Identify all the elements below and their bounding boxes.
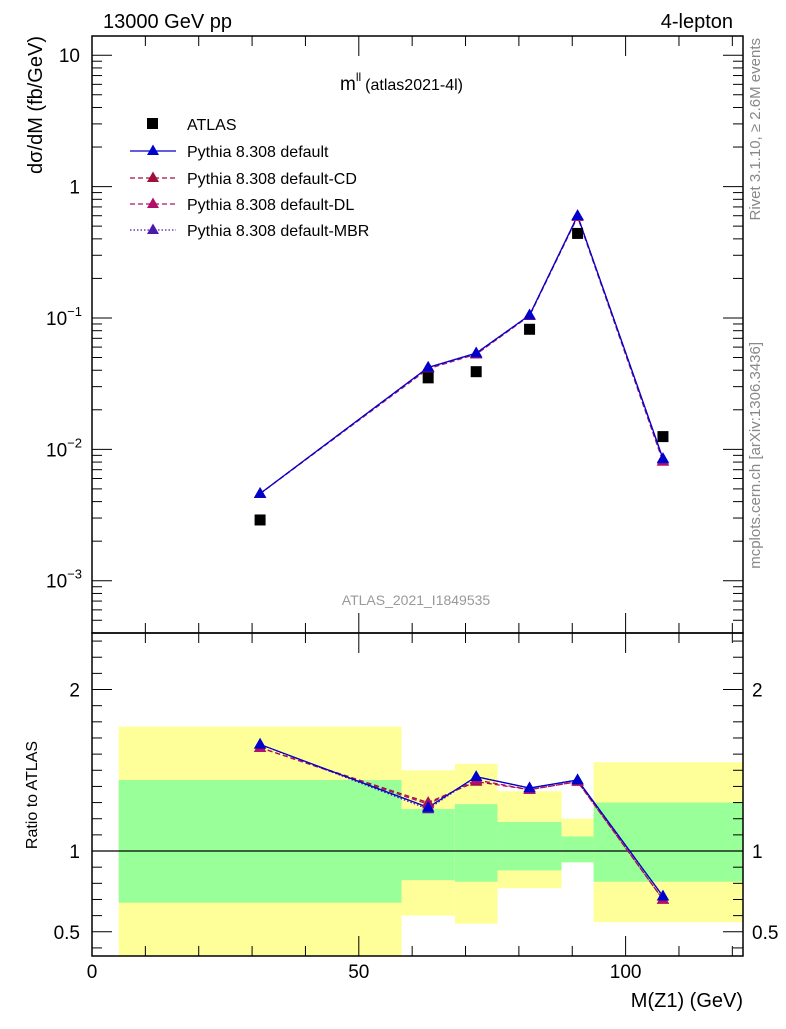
main-y-tick-base: 10 xyxy=(46,572,67,593)
atlas-data-points xyxy=(254,227,669,526)
ratio-series-lines xyxy=(259,743,664,900)
main-y-tick-base: 1 xyxy=(69,178,80,199)
main-series-marker xyxy=(470,346,483,358)
legend-mbr-label: Pythia 8.308 default-MBR xyxy=(187,223,369,240)
rivet-label: Rivet 3.1.10, ≥ 2.6M events xyxy=(747,38,764,221)
main-y-tick-label: 10 xyxy=(59,46,80,67)
main-y-tick-base: 10 xyxy=(59,46,80,67)
x-tick-label: 50 xyxy=(348,962,369,983)
ratio-series-marker xyxy=(523,781,536,793)
main-series-marker xyxy=(421,360,435,372)
ratio-panel: 0.5 0.5 1 1 2 2 Ratio to ATLAS xyxy=(24,632,778,957)
main-series-marker xyxy=(571,209,584,220)
ratio-frame xyxy=(91,632,744,957)
ratio-y-tick-label-left: 0.5 xyxy=(54,923,80,944)
main-series-line xyxy=(259,214,664,495)
ratio-green-band xyxy=(401,809,455,881)
ratio-green-band xyxy=(497,821,562,871)
main-y-tick-base: 10 xyxy=(46,440,67,461)
x-tick-labels: 0 50 100 xyxy=(87,962,642,983)
atlas-data-point xyxy=(657,431,669,443)
atlas-data-point xyxy=(254,514,266,526)
ratio-y-tick-label-right: 1 xyxy=(752,842,763,863)
ratio-series-line xyxy=(259,747,664,900)
atlas-data-point xyxy=(572,227,584,239)
x-tick-label: 100 xyxy=(610,962,642,983)
ratio-y-ticks: 0.5 0.5 1 1 2 2 xyxy=(54,640,778,949)
legend-default-marker xyxy=(147,144,159,155)
legend-atlas-label: ATLAS xyxy=(187,117,237,134)
ratio-green-band xyxy=(454,804,498,882)
plot-title-main: m xyxy=(340,74,356,95)
main-series-lines xyxy=(259,214,664,495)
ratio-series-markers xyxy=(253,737,670,904)
legend-cd-marker xyxy=(147,171,159,182)
legend: ATLAS Pythia 8.308 default Pythia 8.308 … xyxy=(130,117,369,240)
ratio-series-line xyxy=(259,747,664,900)
ratio-series-line xyxy=(259,743,664,897)
ratio-series-marker xyxy=(470,770,483,781)
plot-title-sub: (atlas2021-4l) xyxy=(365,77,463,94)
main-y-tick-exponent: −3 xyxy=(67,567,82,582)
main-series-markers xyxy=(253,209,670,498)
legend-dl-marker xyxy=(147,197,159,208)
x-axis-label: M(Z1) (GeV) xyxy=(631,990,743,1012)
legend-cd-label: Pythia 8.308 default-CD xyxy=(187,171,357,188)
main-y-tick-base: 10 xyxy=(46,309,67,330)
ratio-series-marker xyxy=(253,737,267,749)
ratio-y-tick-label-left: 1 xyxy=(69,842,80,863)
ratio-y-tick-label-right: 2 xyxy=(752,681,763,702)
atlas-data-point xyxy=(470,366,482,378)
mcplots-label: mcplots.cern.ch [arXiv:1306.3436] xyxy=(747,342,764,569)
ratio-series-marker xyxy=(571,773,584,785)
ratio-green-band xyxy=(593,802,743,882)
main-series-marker xyxy=(253,487,267,498)
legend-mbr-marker xyxy=(147,223,159,234)
main-y-tick-exponent: −2 xyxy=(67,435,82,450)
main-series-marker xyxy=(523,308,536,320)
main-y-label: dσ/dM (fb/GeV) xyxy=(25,36,47,174)
main-series-line xyxy=(259,214,664,495)
main-series-line xyxy=(259,214,664,495)
ratio-uncertainty-bands xyxy=(118,726,743,956)
atlas-data-point xyxy=(422,372,434,384)
atlas-data-point xyxy=(524,323,536,335)
main-y-tick-exponent: −1 xyxy=(67,304,82,319)
main-y-tick-label: 10−1 xyxy=(46,304,82,330)
main-y-tick-label: 10−2 xyxy=(46,435,82,461)
main-series-line xyxy=(259,214,664,495)
ratio-series-marker xyxy=(656,889,670,901)
ratio-green-band xyxy=(561,836,594,863)
ratio-y-tick-label-right: 0.5 xyxy=(752,923,778,944)
ratio-green-band xyxy=(118,779,402,903)
plot-title-sup: ll xyxy=(356,70,361,84)
ratio-y-tick-label-left: 2 xyxy=(69,681,80,702)
header-right: 4-lepton xyxy=(661,11,733,33)
ratio-y-label: Ratio to ATLAS xyxy=(24,741,41,849)
ratio-series-marker xyxy=(421,800,435,812)
plot-title: mll (atlas2021-4l) xyxy=(340,70,463,95)
x-tick-label: 0 xyxy=(87,962,98,983)
legend-default-label: Pythia 8.308 default xyxy=(187,144,329,161)
legend-dl-label: Pythia 8.308 default-DL xyxy=(187,197,354,214)
header-left: 13000 GeV pp xyxy=(103,11,232,33)
main-y-tick-label: 1 xyxy=(69,178,80,199)
legend-atlas-marker xyxy=(147,118,158,129)
watermark: ATLAS_2021_I1849535 xyxy=(342,592,491,608)
main-y-tick-label: 10−3 xyxy=(46,567,82,593)
main-series-marker xyxy=(656,452,670,463)
